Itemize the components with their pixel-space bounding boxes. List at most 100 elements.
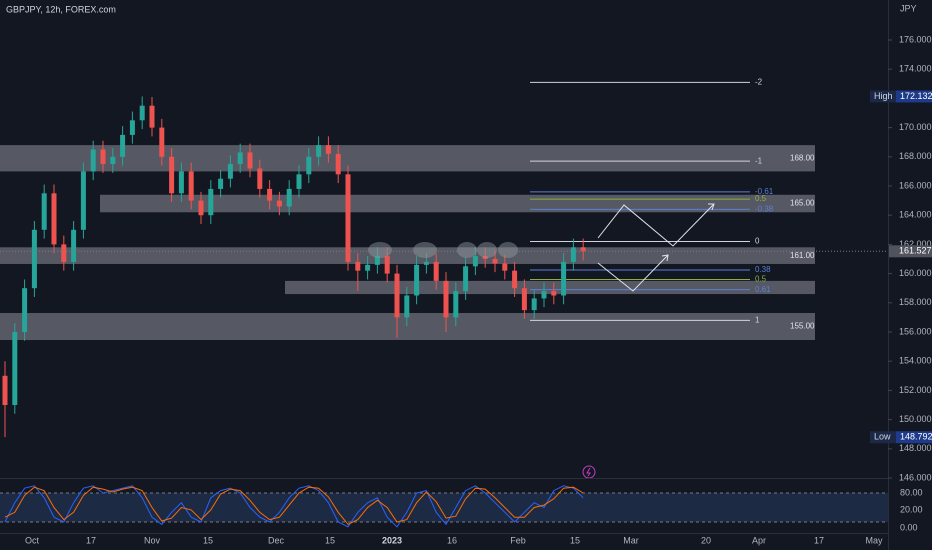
candle-body <box>129 120 135 135</box>
fib-label: 0.5 <box>755 275 767 284</box>
x-tick-label: 17 <box>86 535 96 545</box>
candle-body <box>169 156 175 194</box>
candle-body <box>208 188 214 216</box>
fib-label: 0.38 <box>755 265 771 274</box>
candle-body <box>325 145 331 154</box>
zone-label: 155.00 <box>790 322 815 331</box>
candle-body <box>541 291 547 299</box>
x-tick-label: 15 <box>325 535 335 545</box>
y-tick-label: 170.000 <box>899 122 932 132</box>
y-tick-label: 164.000 <box>899 210 932 220</box>
x-tick-label: 2023 <box>382 535 402 545</box>
candle-body <box>335 153 341 175</box>
oscillator: 80.00 20.00 0.00 <box>0 485 923 532</box>
candle-body <box>296 174 302 189</box>
y-tick-label: 146.000 <box>899 472 932 482</box>
candle-body <box>139 105 145 121</box>
marker <box>368 242 392 258</box>
low-tag-label: Low <box>874 432 891 442</box>
x-tick-label: Nov <box>144 535 161 545</box>
candle-body <box>345 174 351 262</box>
candle-body <box>570 247 576 262</box>
y-tick-label: 156.000 <box>899 326 932 336</box>
zones: 168.00 165.00 161.00 155.00 <box>0 145 815 341</box>
candle-body <box>227 164 233 179</box>
candle-body <box>306 156 312 175</box>
marker <box>457 242 477 258</box>
y-tick-label: 176.000 <box>899 34 932 44</box>
x-tick-label: Mar <box>623 535 639 545</box>
oscillator-band <box>0 493 888 522</box>
low-badge <box>896 431 932 444</box>
candle-body <box>492 259 498 264</box>
candle-body <box>482 256 488 259</box>
candle-body <box>41 193 47 230</box>
candle-body <box>365 264 371 271</box>
high-badge <box>896 90 932 103</box>
y-tick-label: 174.000 <box>899 64 932 74</box>
fib-label: -0.38 <box>755 204 774 213</box>
candle-body <box>100 149 106 165</box>
candle-body <box>237 152 243 165</box>
candle-body <box>443 280 449 318</box>
y-tick-label: 166.000 <box>899 180 932 190</box>
candle-body <box>110 156 116 165</box>
x-tick-label: 17 <box>814 535 824 545</box>
candle-body <box>404 295 410 318</box>
last-price-badge <box>889 245 932 258</box>
high-tag-label: High <box>874 91 893 101</box>
candle-body <box>257 168 263 189</box>
osc-line <box>4 485 584 528</box>
zone-label: 168.00 <box>790 153 815 162</box>
currency: JPY <box>900 3 917 13</box>
candle-body <box>316 145 322 157</box>
high-tag <box>870 90 896 103</box>
candle-body <box>414 264 420 296</box>
candle-body <box>188 171 194 201</box>
x-tick-label: 16 <box>447 535 457 545</box>
projection-dip <box>597 254 669 292</box>
candle-body <box>61 244 67 262</box>
osc-tick-label: 0.00 <box>900 522 918 532</box>
y-tick-label: 148.000 <box>899 443 932 453</box>
fib-label: 0.5 <box>755 194 767 203</box>
osc-line <box>4 486 584 526</box>
arrow-head <box>661 254 669 262</box>
candle-body <box>580 247 586 252</box>
candles <box>2 96 586 438</box>
candle-body <box>531 298 537 311</box>
candle-body <box>80 171 86 230</box>
fib-label: 1 <box>755 315 760 324</box>
candle-body <box>12 332 18 405</box>
low-value: 148.792 <box>900 432 932 442</box>
candle-body <box>551 291 557 296</box>
candle-body <box>90 149 96 172</box>
y-tick-label: 168.000 <box>899 151 932 161</box>
candle-body <box>120 134 126 157</box>
candle-body <box>2 375 8 405</box>
x-tick-label: Dec <box>268 535 285 545</box>
axes: 146.000148.000150.000152.000154.000156.0… <box>0 34 932 545</box>
candle-body <box>149 105 155 128</box>
x-tick-label: 15 <box>570 535 580 545</box>
candle-body <box>423 261 429 265</box>
low-tag <box>870 431 896 444</box>
fib-label: -1 <box>755 156 763 165</box>
arrow-head <box>708 203 715 211</box>
candle-body <box>218 178 224 189</box>
x-tick-label: 15 <box>203 535 213 545</box>
osc-tick-label: 20.00 <box>900 504 923 514</box>
x-tick-label: Apr <box>752 535 766 545</box>
candle-body <box>394 273 400 318</box>
x-tick-label: Feb <box>510 535 526 545</box>
candle-body <box>159 127 165 157</box>
fib-label: 0.61 <box>755 285 771 294</box>
candle-body <box>512 270 518 289</box>
candle-body <box>71 229 77 262</box>
event-icon-bolt <box>586 467 591 477</box>
candle-body <box>355 261 361 271</box>
candle-body <box>453 291 459 318</box>
candle-body <box>51 193 57 245</box>
